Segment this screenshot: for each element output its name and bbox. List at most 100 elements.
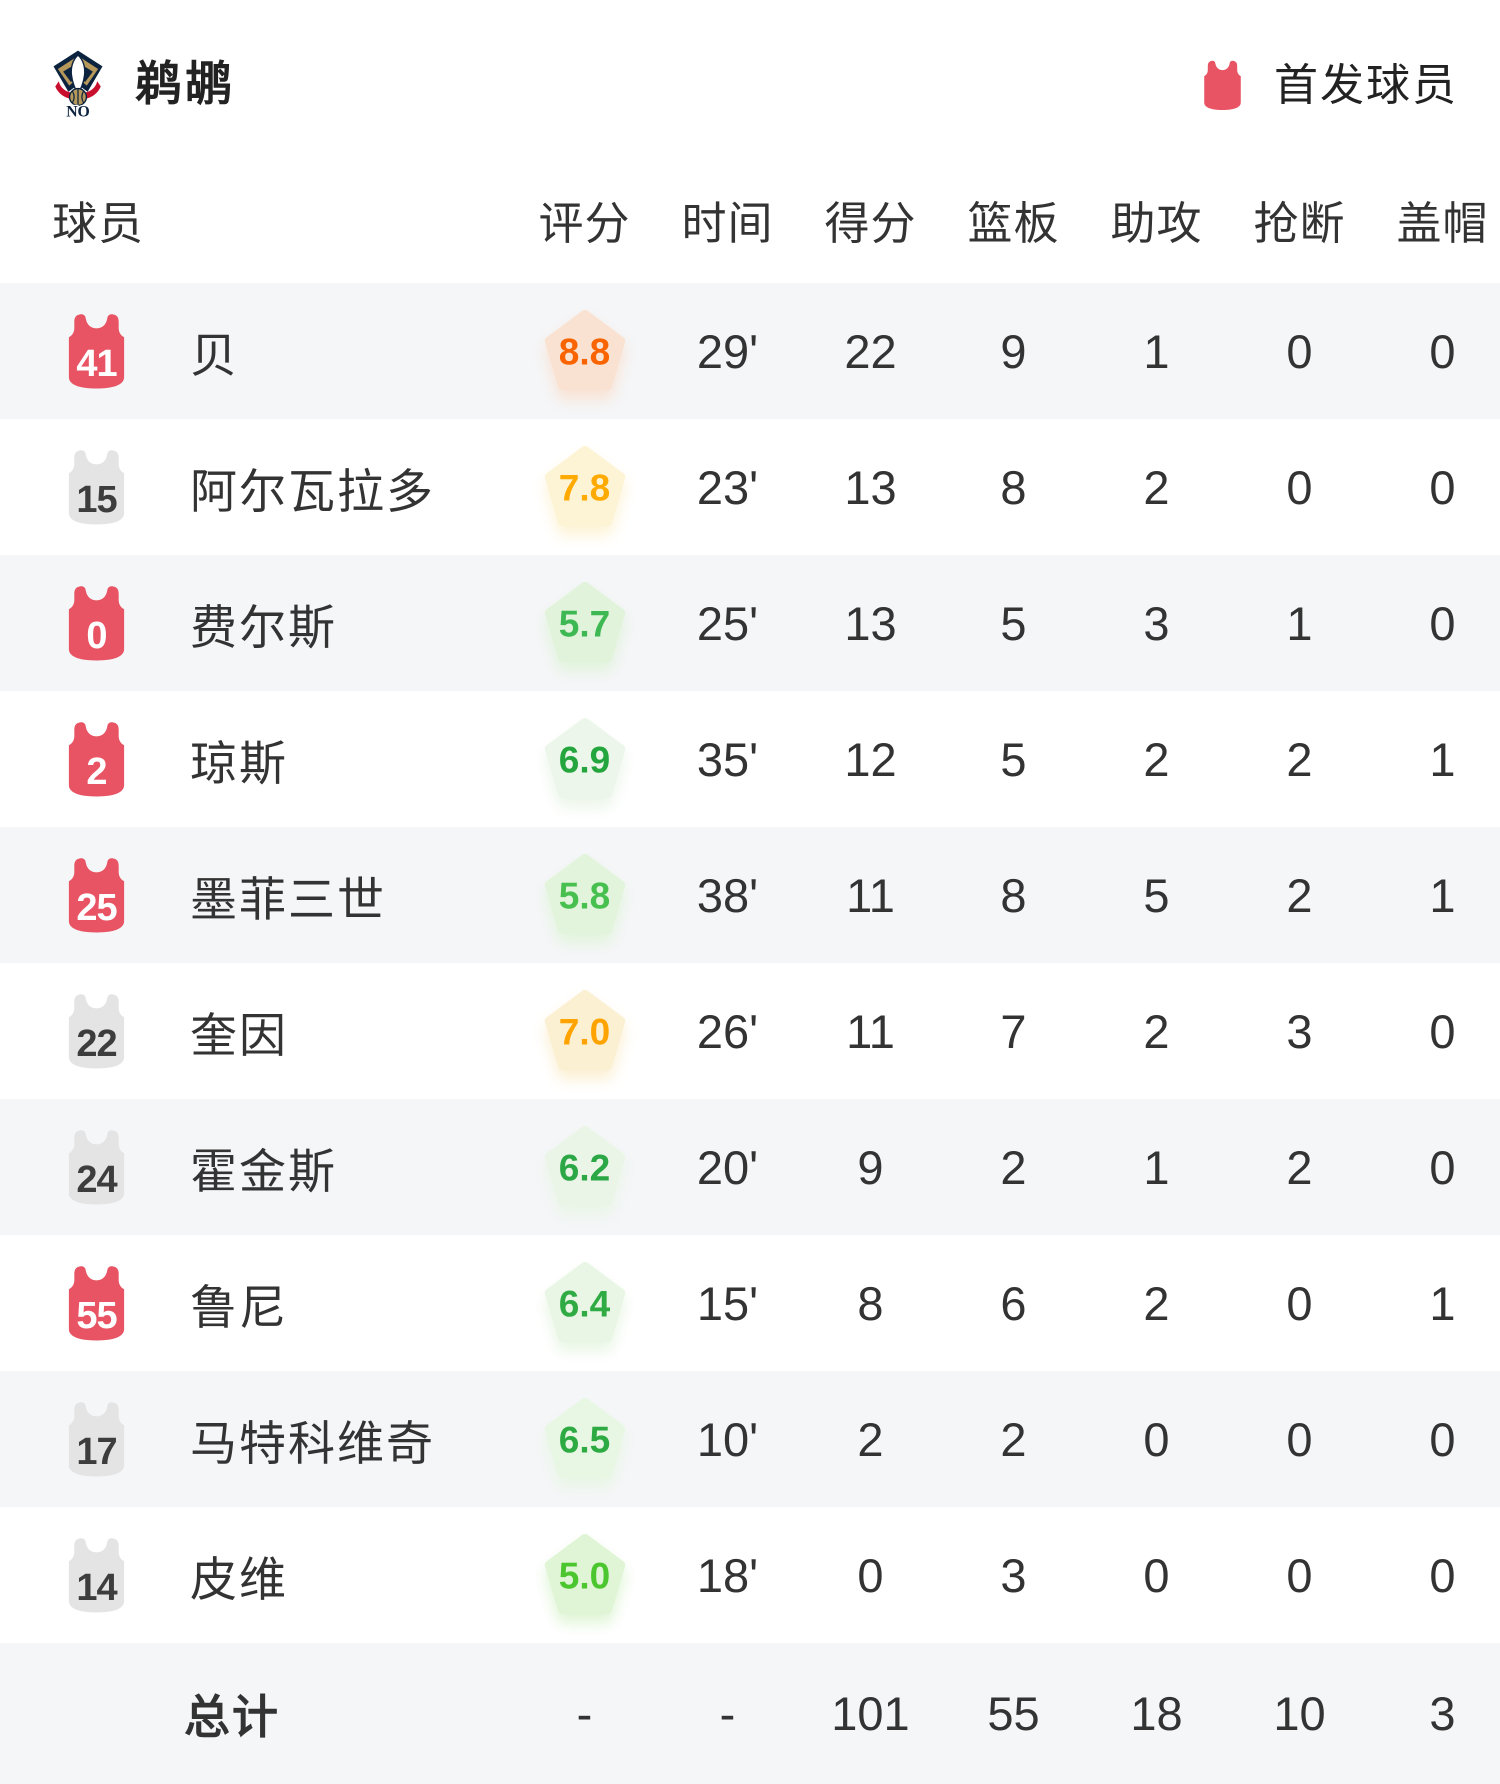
stat-steals: 0: [1286, 1548, 1313, 1602]
stat-points: 11: [846, 1004, 895, 1058]
pelicans-logo: NO: [53, 50, 103, 118]
stat-time: 38': [696, 868, 759, 922]
stat-time: 29': [696, 324, 759, 378]
player-cell: 55 鲁尼: [0, 1265, 513, 1342]
stat-steals: 2: [1286, 1140, 1313, 1194]
rating-cell: 6.2: [513, 1125, 656, 1209]
stat-rebounds: 9: [1000, 324, 1027, 378]
stat-assists: 3: [1143, 596, 1170, 650]
total-assists: 18: [1130, 1687, 1183, 1740]
stat-steals: 0: [1286, 1276, 1313, 1330]
player-cell: 22 奎因: [0, 993, 513, 1070]
stat-steals: 0: [1286, 460, 1313, 514]
total-time: -: [719, 1687, 736, 1740]
logo-no-text: NO: [66, 103, 90, 118]
starter-jersey-icon: 41: [61, 313, 132, 390]
col-blocks: 盖帽: [1396, 198, 1489, 249]
rating-badge: 8.8: [544, 309, 626, 393]
bench-jersey-icon: 14: [61, 1537, 132, 1614]
rating-value: 7.8: [558, 467, 611, 509]
table-row[interactable]: 15 阿尔瓦拉多 7.8 23' 13 8 2 0 0: [0, 419, 1500, 555]
player-name: 墨菲三世: [190, 872, 386, 926]
stat-points: 22: [844, 324, 897, 378]
jersey-number: 0: [86, 614, 107, 657]
stat-blocks: 0: [1429, 460, 1456, 514]
stat-rebounds: 7: [1000, 1004, 1027, 1058]
stat-time: 25': [696, 596, 759, 650]
table-row[interactable]: 14 皮维 5.0 18' 0 3 0 0 0: [0, 1507, 1500, 1643]
stat-points: 13: [844, 460, 897, 514]
starter-legend-label: 首发球员: [1274, 60, 1458, 110]
jersey-number: 15: [76, 478, 117, 521]
player-name: 阿尔瓦拉多: [190, 464, 435, 518]
table-row[interactable]: 17 马特科维奇 6.5 10' 2 2 0 0 0: [0, 1371, 1500, 1507]
stat-points: 9: [857, 1140, 884, 1194]
table-row[interactable]: 41 贝 8.8 29' 22 9 1 0 0: [0, 283, 1500, 419]
table-row[interactable]: 24 霍金斯 6.2 20' 9 2 1 2 0: [0, 1099, 1500, 1235]
jersey-number: 24: [76, 1158, 117, 1201]
player-cell: 24 霍金斯: [0, 1129, 513, 1206]
total-blocks: 3: [1429, 1687, 1456, 1740]
stat-steals: 0: [1286, 324, 1313, 378]
stat-points: 11: [846, 868, 895, 922]
rating-badge: 5.0: [544, 1533, 626, 1617]
total-steals: 10: [1273, 1687, 1326, 1740]
rating-value: 8.8: [558, 331, 611, 373]
starter-jersey-icon: 55: [61, 1265, 132, 1342]
jersey-number: 17: [76, 1430, 117, 1473]
stat-rebounds: 5: [1000, 596, 1027, 650]
player-name: 奎因: [190, 1008, 288, 1062]
player-name: 鲁尼: [190, 1280, 288, 1334]
stat-rebounds: 8: [1000, 460, 1027, 514]
rating-cell: 5.0: [513, 1533, 656, 1617]
bench-jersey-icon: 17: [61, 1401, 132, 1478]
stat-assists: 1: [1143, 1140, 1170, 1194]
stat-time: 15': [696, 1276, 759, 1330]
stat-points: 12: [844, 732, 897, 786]
rating-badge: 6.2: [544, 1125, 626, 1209]
player-name: 琼斯: [190, 736, 288, 790]
player-name: 贝: [190, 328, 239, 382]
table-row[interactable]: 2 琼斯 6.9 35' 12 5 2 2 1: [0, 691, 1500, 827]
jersey-number: 14: [76, 1566, 117, 1609]
stat-rebounds: 2: [1000, 1412, 1027, 1466]
stat-rebounds: 2: [1000, 1140, 1027, 1194]
stat-assists: 0: [1143, 1548, 1170, 1602]
team-name: 鹈鹕: [135, 56, 235, 110]
stat-blocks: 0: [1429, 1004, 1456, 1058]
stat-time: 18': [696, 1548, 759, 1602]
stat-steals: 2: [1286, 732, 1313, 786]
stat-points: 2: [857, 1412, 884, 1466]
stat-blocks: 0: [1429, 1140, 1456, 1194]
table-row[interactable]: 22 奎因 7.0 26' 11 7 2 3 0: [0, 963, 1500, 1099]
player-name: 费尔斯: [190, 600, 337, 654]
rating-cell: 8.8: [513, 309, 656, 393]
rating-value: 5.0: [558, 1555, 611, 1597]
stat-steals: 3: [1286, 1004, 1313, 1058]
table-row[interactable]: 55 鲁尼 6.4 15' 8 6 2 0 1: [0, 1235, 1500, 1371]
rating-cell: 7.8: [513, 445, 656, 529]
player-cell: 0 费尔斯: [0, 585, 513, 662]
player-cell: 14 皮维: [0, 1537, 513, 1614]
stat-rebounds: 6: [1000, 1276, 1027, 1330]
col-player: 球员: [52, 198, 145, 249]
stat-points: 0: [857, 1548, 884, 1602]
total-label: 总计: [184, 1690, 280, 1743]
rating-cell: 6.5: [513, 1397, 656, 1481]
stat-blocks: 1: [1429, 1276, 1456, 1330]
rating-badge: 6.5: [544, 1397, 626, 1481]
stat-steals: 0: [1286, 1412, 1313, 1466]
page-header: NO 鹈鹕 首发球员: [0, 0, 1500, 150]
rating-value: 7.0: [558, 1011, 611, 1053]
stat-rebounds: 5: [1000, 732, 1027, 786]
bench-jersey-icon: 24: [61, 1129, 132, 1206]
stat-blocks: 0: [1429, 1412, 1456, 1466]
player-cell: 41 贝: [0, 313, 513, 390]
stat-blocks: 1: [1429, 732, 1456, 786]
stat-time: 20': [696, 1140, 759, 1194]
rating-badge: 7.0: [544, 989, 626, 1073]
player-cell: 2 琼斯: [0, 721, 513, 798]
table-row[interactable]: 25 墨菲三世 5.8 38' 11 8 5 2 1: [0, 827, 1500, 963]
stat-points: 8: [857, 1276, 884, 1330]
table-row[interactable]: 0 费尔斯 5.7 25' 13 5 3 1 0: [0, 555, 1500, 691]
